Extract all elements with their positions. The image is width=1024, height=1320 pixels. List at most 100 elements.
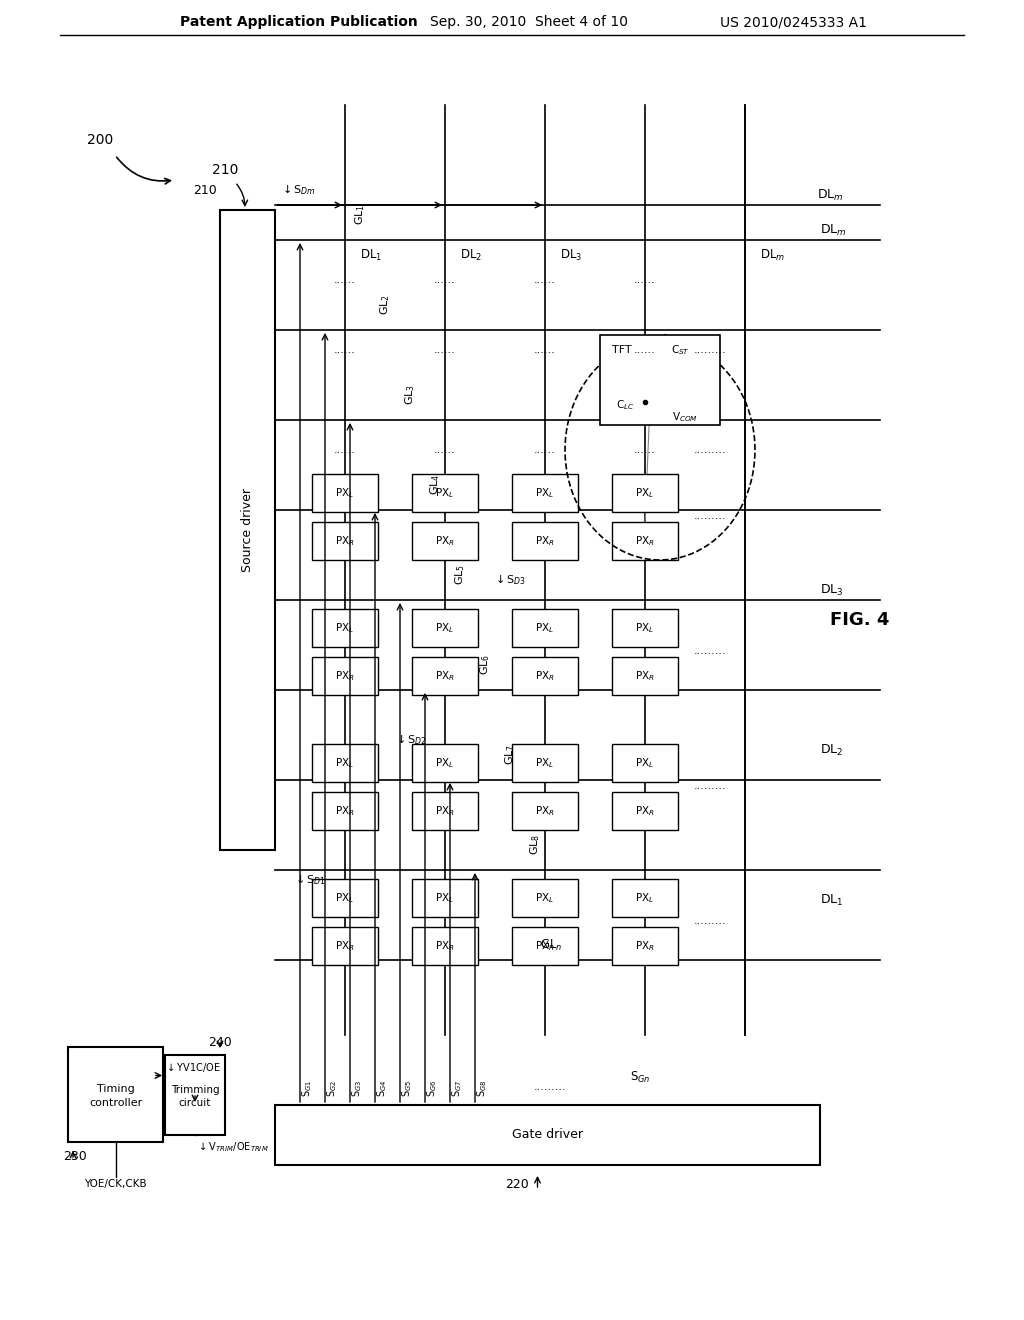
- Text: S$_{G2}$: S$_{G2}$: [325, 1080, 339, 1097]
- FancyBboxPatch shape: [412, 609, 478, 647]
- Text: 200: 200: [87, 133, 113, 147]
- Text: .........: .........: [693, 781, 726, 791]
- FancyBboxPatch shape: [512, 744, 578, 781]
- Text: PX$_L$: PX$_L$: [336, 756, 354, 770]
- Text: PX$_L$: PX$_L$: [636, 756, 654, 770]
- Text: PX$_R$: PX$_R$: [536, 535, 555, 548]
- Text: ......: ......: [535, 275, 556, 285]
- FancyBboxPatch shape: [312, 521, 378, 560]
- Text: controller: controller: [89, 1097, 142, 1107]
- Text: $\downarrow$S$_{D3}$: $\downarrow$S$_{D3}$: [494, 573, 526, 587]
- FancyBboxPatch shape: [612, 521, 678, 560]
- Text: PX$_L$: PX$_L$: [336, 622, 354, 635]
- Text: .........: .........: [693, 445, 726, 455]
- Text: ......: ......: [634, 445, 656, 455]
- FancyBboxPatch shape: [312, 609, 378, 647]
- FancyBboxPatch shape: [512, 927, 578, 965]
- Text: C$_{LC}$: C$_{LC}$: [615, 399, 634, 412]
- Text: DL$_3$: DL$_3$: [560, 247, 583, 263]
- Text: 210: 210: [212, 162, 239, 177]
- Text: S$_{G3}$: S$_{G3}$: [350, 1080, 364, 1097]
- Text: GL$_4$: GL$_4$: [428, 474, 442, 495]
- FancyBboxPatch shape: [600, 335, 720, 425]
- Text: DL$_1$: DL$_1$: [360, 247, 382, 263]
- Text: GL$_3$: GL$_3$: [403, 384, 417, 405]
- Text: PX$_L$: PX$_L$: [336, 891, 354, 906]
- Text: Sep. 30, 2010  Sheet 4 of 10: Sep. 30, 2010 Sheet 4 of 10: [430, 15, 628, 29]
- FancyBboxPatch shape: [312, 879, 378, 917]
- Text: GL$_7$: GL$_7$: [503, 744, 517, 766]
- Text: Source driver: Source driver: [241, 488, 254, 572]
- Text: US 2010/0245333 A1: US 2010/0245333 A1: [720, 15, 867, 29]
- Text: DL$_1$: DL$_1$: [820, 892, 844, 908]
- Text: Timing: Timing: [96, 1085, 134, 1094]
- Text: PX$_R$: PX$_R$: [335, 939, 355, 953]
- Text: C$_{ST}$: C$_{ST}$: [671, 343, 689, 356]
- Text: 240: 240: [208, 1036, 231, 1049]
- Text: PX$_L$: PX$_L$: [435, 891, 455, 906]
- Text: .........: .........: [693, 511, 726, 521]
- Text: FIG. 4: FIG. 4: [830, 611, 890, 630]
- Text: S$_{Gn}$: S$_{Gn}$: [630, 1069, 650, 1085]
- Text: DL$_2$: DL$_2$: [820, 742, 844, 758]
- Text: .........: .........: [693, 645, 726, 656]
- Text: PX$_R$: PX$_R$: [536, 669, 555, 682]
- FancyBboxPatch shape: [312, 744, 378, 781]
- Text: S$_{G7}$: S$_{G7}$: [450, 1080, 464, 1097]
- Text: DL$_m$: DL$_m$: [817, 187, 844, 202]
- Text: GL$_5$: GL$_5$: [453, 564, 467, 585]
- Text: circuit: circuit: [179, 1098, 211, 1107]
- Text: ......: ......: [634, 345, 656, 355]
- FancyBboxPatch shape: [412, 927, 478, 965]
- Text: PX$_L$: PX$_L$: [636, 891, 654, 906]
- Text: PX$_L$: PX$_L$: [636, 622, 654, 635]
- FancyBboxPatch shape: [412, 521, 478, 560]
- Text: ......: ......: [535, 445, 556, 455]
- FancyBboxPatch shape: [312, 927, 378, 965]
- Text: PX$_L$: PX$_L$: [536, 756, 555, 770]
- FancyBboxPatch shape: [412, 879, 478, 917]
- Text: GL$_8$: GL$_8$: [528, 834, 542, 855]
- FancyBboxPatch shape: [612, 657, 678, 696]
- Text: PX$_R$: PX$_R$: [635, 804, 655, 818]
- Text: GL$_1$: GL$_1$: [353, 203, 367, 224]
- Text: S$_{G8}$: S$_{G8}$: [475, 1080, 488, 1097]
- Text: $\downarrow$YV1C/OE: $\downarrow$YV1C/OE: [165, 1061, 221, 1074]
- Text: ......: ......: [634, 275, 656, 285]
- Text: TFT: TFT: [612, 345, 632, 355]
- Text: $\downarrow$S$_{D2}$: $\downarrow$S$_{D2}$: [393, 733, 426, 747]
- Text: PX$_R$: PX$_R$: [435, 939, 455, 953]
- FancyBboxPatch shape: [612, 927, 678, 965]
- Text: ......: ......: [334, 345, 356, 355]
- Text: S$_{G1}$: S$_{G1}$: [300, 1080, 313, 1097]
- Text: DL$_3$: DL$_3$: [820, 582, 844, 598]
- Text: PX$_L$: PX$_L$: [336, 486, 354, 500]
- Text: S$_{G5}$: S$_{G5}$: [400, 1080, 414, 1097]
- Text: ......: ......: [434, 445, 456, 455]
- Text: PX$_R$: PX$_R$: [435, 535, 455, 548]
- Text: PX$_R$: PX$_R$: [435, 804, 455, 818]
- Text: PX$_L$: PX$_L$: [536, 486, 555, 500]
- Text: GL$_n$: GL$_n$: [540, 937, 562, 953]
- FancyBboxPatch shape: [612, 474, 678, 512]
- Text: 220: 220: [506, 1179, 529, 1192]
- Text: ......: ......: [434, 345, 456, 355]
- Text: ......: ......: [334, 275, 356, 285]
- FancyBboxPatch shape: [412, 657, 478, 696]
- Text: ......: ......: [535, 345, 556, 355]
- Text: PX$_R$: PX$_R$: [335, 535, 355, 548]
- Text: .........: .........: [693, 916, 726, 927]
- Text: $\downarrow$V$_{TRIM}$/OE$_{TRIM}$: $\downarrow$V$_{TRIM}$/OE$_{TRIM}$: [197, 1140, 268, 1154]
- Text: GL$_6$: GL$_6$: [478, 653, 492, 675]
- Text: DL$_m$: DL$_m$: [760, 247, 785, 263]
- Text: PX$_L$: PX$_L$: [536, 622, 555, 635]
- FancyBboxPatch shape: [512, 521, 578, 560]
- Text: .........: .........: [534, 1082, 566, 1092]
- FancyBboxPatch shape: [612, 744, 678, 781]
- Text: PX$_L$: PX$_L$: [435, 622, 455, 635]
- Text: Patent Application Publication: Patent Application Publication: [180, 15, 418, 29]
- Text: PX$_L$: PX$_L$: [536, 891, 555, 906]
- FancyBboxPatch shape: [412, 744, 478, 781]
- Text: YOE/CK,CKB: YOE/CK,CKB: [84, 1179, 146, 1189]
- FancyBboxPatch shape: [312, 657, 378, 696]
